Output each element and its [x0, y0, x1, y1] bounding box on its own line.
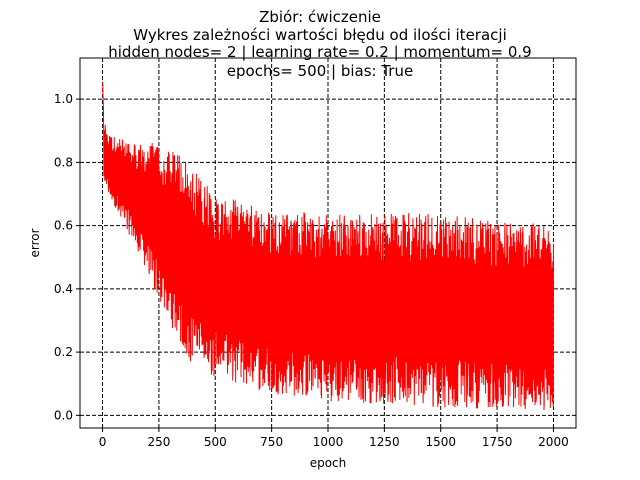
title-line-3: hidden nodes= 2 | learning rate= 0.2 | m… [108, 43, 531, 61]
x-tick-label: 1750 [482, 435, 513, 449]
x-tick-label: 1000 [313, 435, 344, 449]
y-tick-label: 0.6 [54, 219, 73, 233]
x-axis-label: epoch [310, 456, 347, 470]
y-tick-label: 0.4 [54, 282, 73, 296]
x-tick-label: 0 [99, 435, 107, 449]
title-line-1: Zbiór: ćwiczenie [259, 8, 381, 26]
y-axis-ticks: 0.0 0.2 0.4 0.6 0.8 1.0 [54, 92, 80, 422]
error-series-line [102, 82, 554, 411]
chart-title: Zbiór: ćwiczenie Wykres zależności warto… [108, 8, 531, 80]
x-tick-label: 250 [147, 435, 170, 449]
y-tick-label: 0.0 [54, 408, 73, 422]
x-axis-ticks: 0 250 500 750 1000 1250 1500 1750 2000 [99, 428, 569, 449]
x-tick-label: 2000 [538, 435, 569, 449]
title-line-4: epochs= 500 | bias: True [227, 62, 413, 80]
title-line-2: Wykres zależności wartości błędu od iloś… [133, 26, 506, 44]
series-layer [102, 82, 554, 411]
x-tick-label: 1500 [425, 435, 456, 449]
x-tick-label: 750 [260, 435, 283, 449]
y-tick-label: 0.8 [54, 155, 73, 169]
y-tick-label: 1.0 [54, 92, 73, 106]
x-tick-label: 1250 [369, 435, 400, 449]
x-tick-label: 500 [204, 435, 227, 449]
y-tick-label: 0.2 [54, 345, 73, 359]
y-axis-label: error [28, 228, 42, 257]
